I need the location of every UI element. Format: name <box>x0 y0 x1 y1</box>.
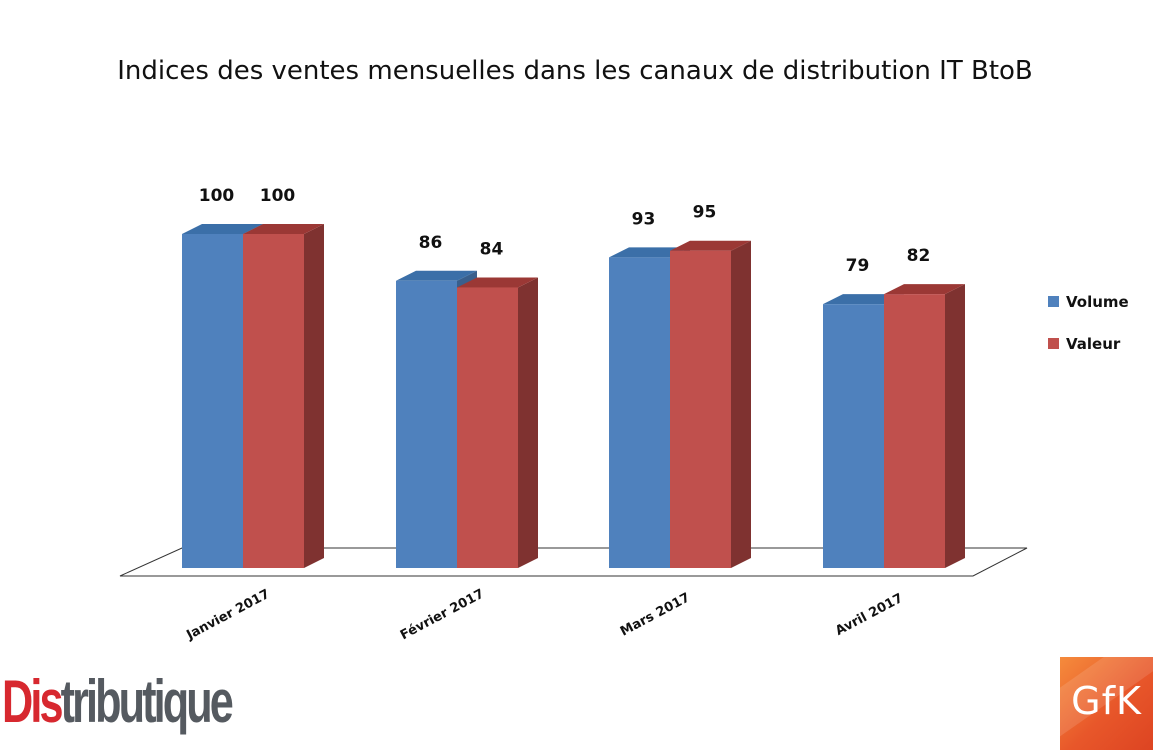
bar-front-face <box>823 304 884 568</box>
legend-swatch <box>1048 338 1059 349</box>
data-label-valeur-mars-2017: 95 <box>693 203 717 223</box>
bar-front-face <box>243 234 304 568</box>
data-label-valeur-janvier-2017: 100 <box>260 186 296 206</box>
x-axis-tick-labels: Janvier 2017 Février 2017 Mars 2017 Avril 2… <box>183 587 905 644</box>
bar-front-face <box>396 280 457 568</box>
bars-group <box>182 224 965 568</box>
bar-front-face <box>884 294 945 568</box>
bar-top-face <box>243 224 324 234</box>
data-label-valeur-avril-2017: 82 <box>907 246 931 266</box>
bar-top-face <box>823 294 904 305</box>
x-tick-label-mars-2017: Mars 2017 <box>618 590 693 639</box>
x-tick-label-fevrier-2017: Février 2017 <box>398 587 487 644</box>
bar-front-face <box>457 287 518 568</box>
legend: Volume Valeur <box>1048 293 1129 353</box>
bar-side-face <box>304 224 324 568</box>
bar-valeur-janvier-2017 <box>243 224 324 568</box>
bar-front-face <box>670 250 731 568</box>
bar-front-face <box>182 234 243 568</box>
bar-top-face <box>457 277 538 288</box>
bar-valeur-avril-2017 <box>884 284 965 568</box>
legend-item-volume: Volume <box>1048 293 1129 311</box>
legend-item-valeur: Valeur <box>1048 335 1121 353</box>
data-label-volume-janvier-2017: 100 <box>199 186 235 206</box>
data-labels-group: 100 100 86 84 93 95 79 82 <box>199 186 931 276</box>
bar-top-face <box>396 270 477 281</box>
distributique-logo-part1: Dis <box>2 668 63 735</box>
x-tick-label-janvier-2017: Janvier 2017 <box>183 587 272 644</box>
distributique-logo-part2: tributique <box>60 668 234 735</box>
bar-side-face <box>518 277 538 568</box>
bar-top-face <box>609 247 690 258</box>
data-label-volume-fevrier-2017: 86 <box>419 233 443 253</box>
bar-top-face <box>884 284 965 295</box>
data-label-volume-mars-2017: 93 <box>632 209 656 229</box>
bar-valeur-mars-2017 <box>670 240 751 568</box>
gfk-logo: GfK <box>1060 657 1153 750</box>
bar-valeur-fevrier-2017 <box>457 277 538 568</box>
bar-side-face <box>731 240 751 568</box>
x-tick-label-avril-2017: Avril 2017 <box>833 591 905 639</box>
bar-top-face <box>182 224 263 234</box>
bar-front-face <box>609 257 670 568</box>
legend-swatch <box>1048 296 1059 307</box>
bar-top-face <box>670 240 751 251</box>
gfk-logo-text: GfK <box>1071 679 1142 723</box>
distributique-logo: Distributique <box>2 672 234 732</box>
data-label-valeur-fevrier-2017: 84 <box>480 239 504 259</box>
bar-side-face <box>945 284 965 568</box>
chart-title: Indices des ventes mensuelles dans les c… <box>117 56 1033 86</box>
chart-floor <box>119 547 1028 577</box>
data-label-volume-avril-2017: 79 <box>846 256 870 276</box>
legend-label: Volume <box>1066 293 1129 311</box>
legend-label: Valeur <box>1066 335 1121 353</box>
